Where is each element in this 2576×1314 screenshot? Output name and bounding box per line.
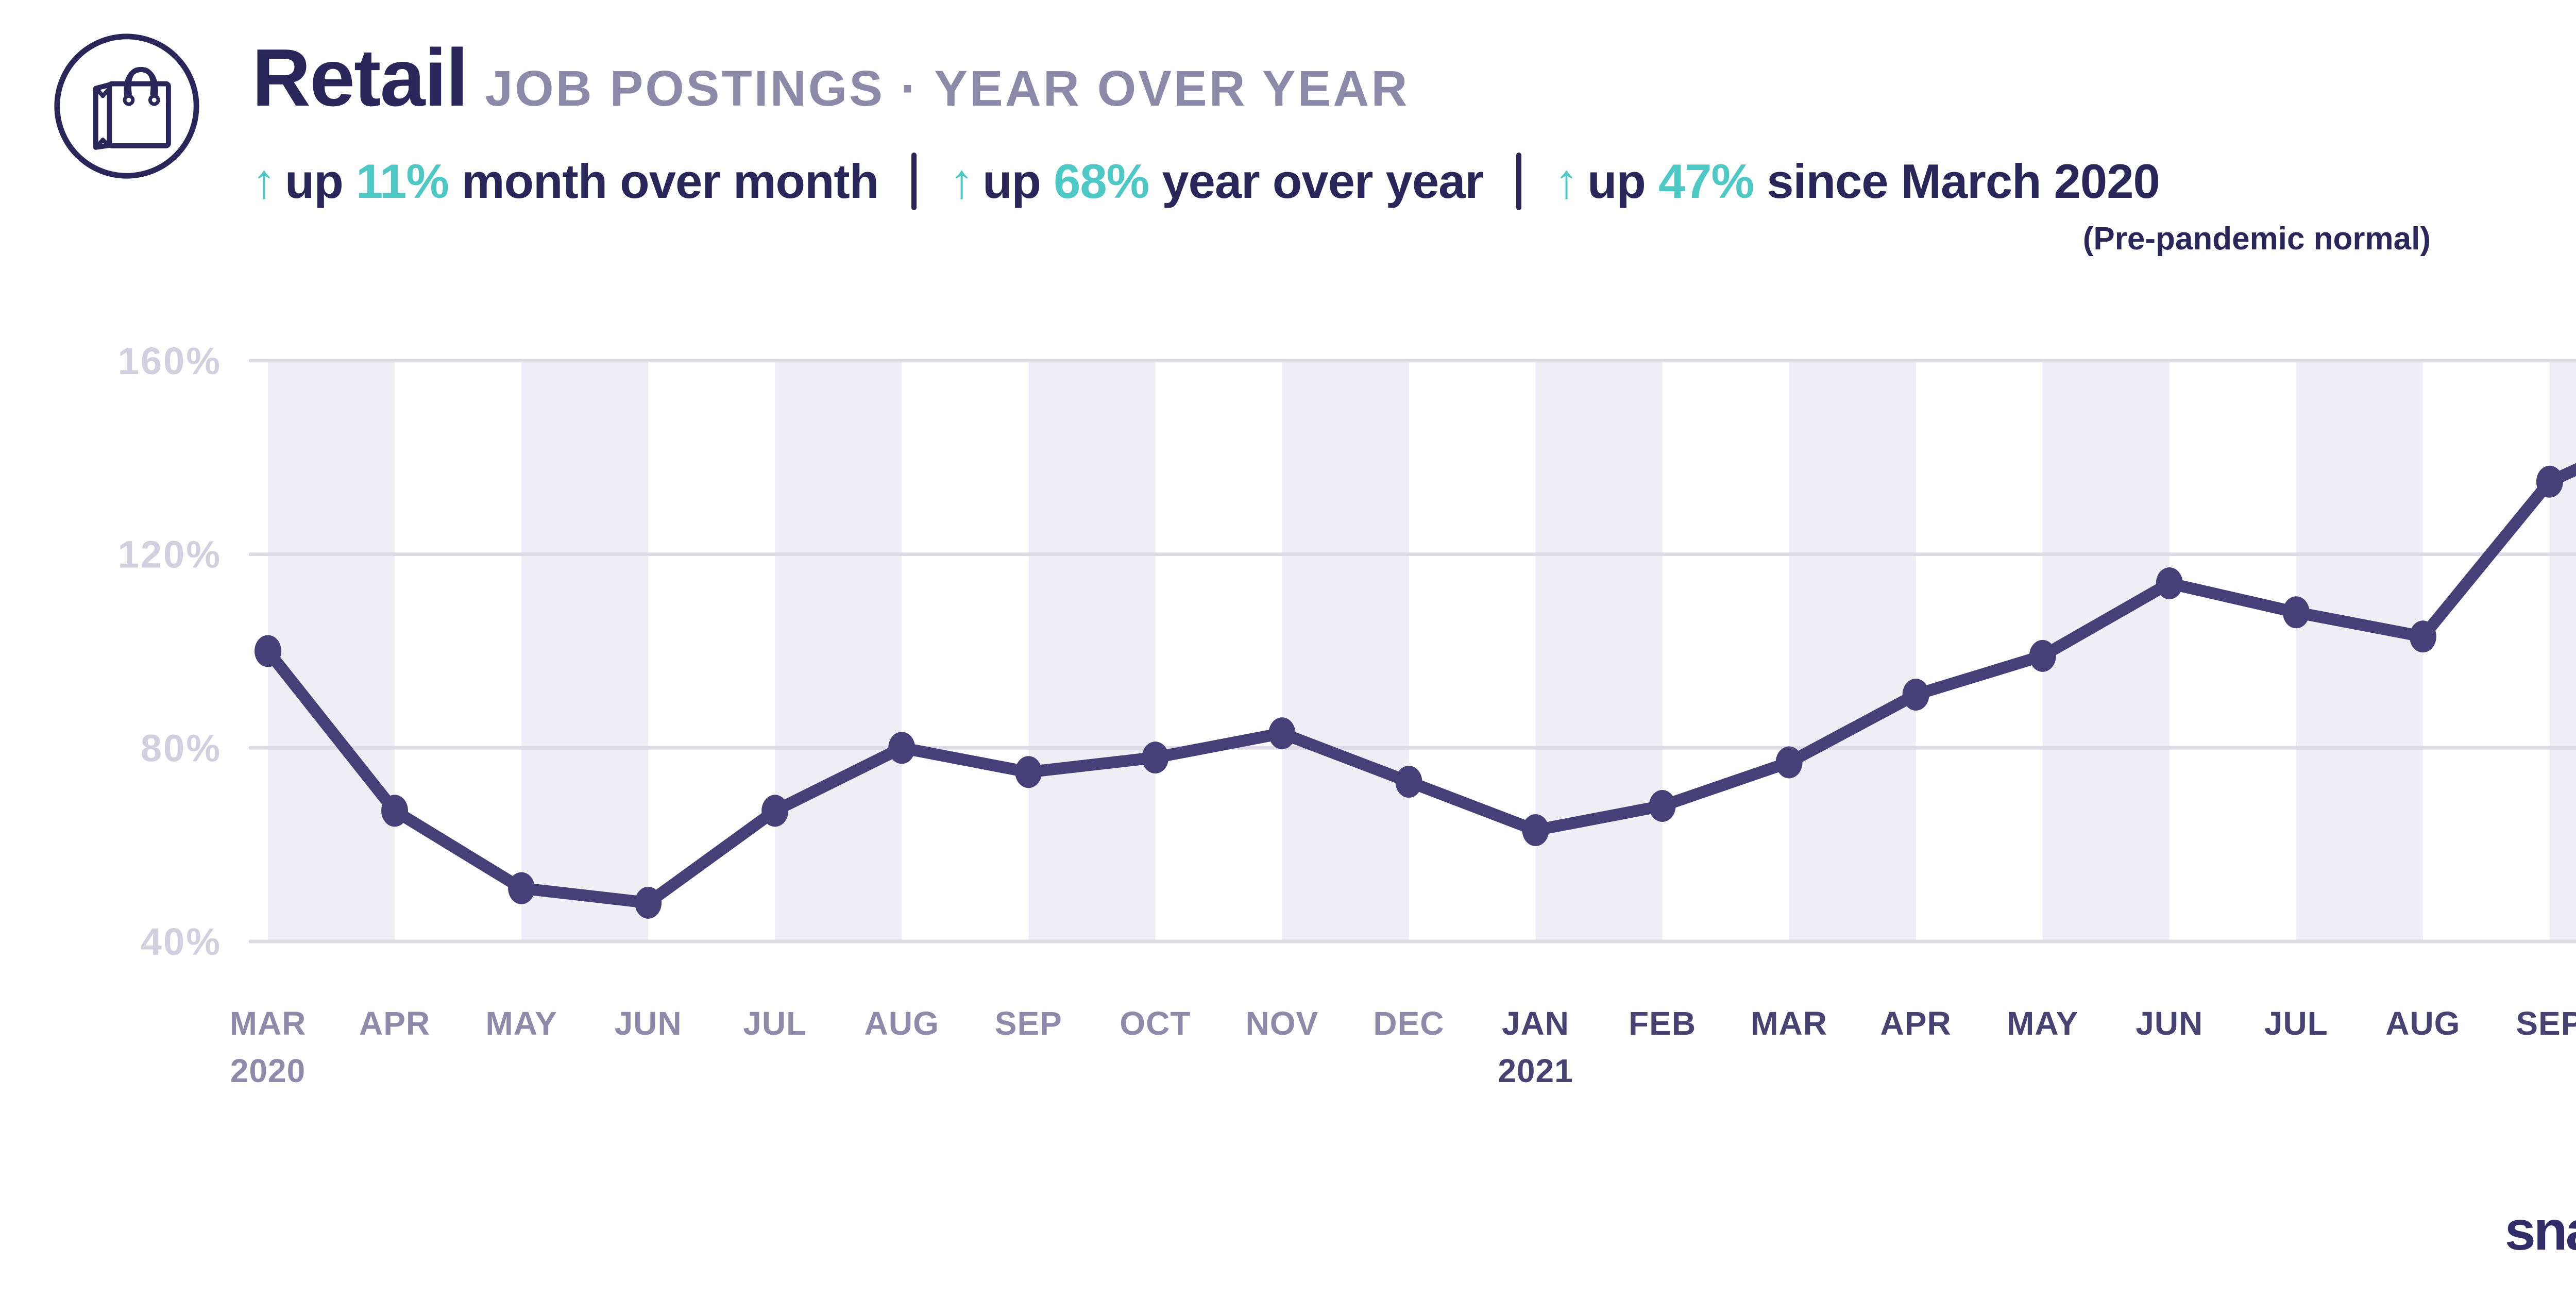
stat-since-march-2020: ↑ up 47% since March 2020 [1554, 154, 2160, 209]
stat-separator [1516, 153, 1521, 210]
up-arrow-icon: ↑ [252, 154, 276, 208]
stat-prefix: up [285, 154, 356, 208]
series-line [262, 463, 2576, 909]
data-point [2536, 465, 2563, 498]
stat-separator [911, 153, 917, 210]
stats-row: ↑ up 11% month over month ↑ up 68% year ov… [252, 153, 2160, 210]
data-point [1015, 756, 1042, 788]
logo-wordmark: snagajob [2504, 1199, 2576, 1261]
x-axis-month-label: SEP [2516, 1005, 2576, 1042]
x-axis-month-label: AUG [2385, 1005, 2460, 1042]
title-subtitle: JOB POSTINGS · YEAR OVER YEAR [485, 60, 1410, 116]
pre-pandemic-note: (Pre-pandemic normal) [2082, 221, 2431, 257]
x-axis-year-label: 2020 [230, 1052, 306, 1089]
up-arrow-icon: ↑ [950, 154, 974, 208]
month-band [2296, 360, 2423, 941]
data-point [1902, 678, 1929, 711]
data-point [888, 732, 916, 764]
x-axis-month-label: MAY [485, 1005, 557, 1042]
data-point [1522, 814, 1549, 846]
stat-year-over-year: ↑ up 68% year over year [950, 154, 1484, 209]
y-axis-tick-label: 160% [118, 340, 222, 382]
header: Retail JOB POSTINGS · YEAR OVER YEAR [252, 37, 1409, 119]
x-axis-month-label: OCT [1120, 1005, 1191, 1042]
data-point [1142, 742, 1169, 774]
month-band [521, 360, 649, 941]
page-title: Retail JOB POSTINGS · YEAR OVER YEAR [252, 37, 1409, 119]
month-band [1535, 360, 1663, 941]
shopping-bag-icon [50, 30, 203, 182]
data-point [381, 795, 409, 827]
x-axis-month-label: MAR [230, 1005, 307, 1042]
data-point [2282, 596, 2310, 629]
data-point [1268, 717, 1296, 750]
y-axis-tick-label: 40% [141, 920, 222, 963]
data-point [2029, 639, 2056, 672]
data-point [1775, 746, 1803, 779]
x-axis-month-label: APR [359, 1005, 430, 1042]
x-axis-month-label: JAN [1502, 1005, 1569, 1042]
data-point [635, 886, 662, 919]
stat-label: month over month [448, 154, 879, 208]
x-axis-month-label: JUN [2136, 1005, 2203, 1042]
x-axis-month-label: FEB [1629, 1005, 1696, 1042]
data-point [1649, 790, 1676, 822]
month-band [1789, 360, 1916, 941]
title-category: Retail [252, 32, 468, 123]
x-axis-month-label: JUL [2264, 1005, 2328, 1042]
stat-label: year over year [1149, 154, 1484, 208]
x-axis-year-label: 2021 [1498, 1052, 1573, 1089]
y-axis-tick-label: 120% [118, 533, 222, 576]
up-arrow-icon: ↑ [1554, 154, 1579, 208]
x-axis-month-label: DEC [1373, 1005, 1444, 1042]
data-point [508, 872, 535, 904]
data-point [255, 635, 281, 667]
stat-value: 11% [355, 154, 449, 208]
month-band [1282, 360, 1409, 941]
month-band [1028, 360, 1156, 941]
stat-month-over-month: ↑ up 11% month over month [252, 154, 879, 209]
month-band [2042, 360, 2170, 941]
month-band [2549, 360, 2576, 941]
snagajob-logo: snagajob® [2505, 1198, 2576, 1262]
x-axis-month-label: MAR [1751, 1005, 1827, 1042]
data-point [761, 795, 789, 827]
stat-prefix: up [1587, 154, 1658, 208]
x-axis-month-label: JUL [743, 1005, 807, 1042]
data-point [1395, 766, 1422, 798]
stat-label: since March 2020 [1754, 154, 2160, 208]
stat-value: 68% [1054, 154, 1149, 208]
x-axis-month-label: SEP [995, 1005, 1062, 1042]
month-band [775, 360, 902, 941]
x-axis-month-label: JUN [615, 1005, 682, 1042]
stat-prefix: up [982, 154, 1054, 208]
month-band [268, 360, 395, 941]
data-point [2156, 567, 2183, 599]
x-axis-month-label: MAY [2007, 1005, 2078, 1042]
y-axis-tick-label: 80% [141, 727, 222, 769]
x-axis-month-label: AUG [865, 1005, 939, 1042]
x-axis-month-label: NOV [1246, 1005, 1319, 1042]
stat-value: 47% [1658, 154, 1754, 208]
data-point [2409, 620, 2436, 653]
x-axis-month-label: APR [1880, 1005, 1952, 1042]
